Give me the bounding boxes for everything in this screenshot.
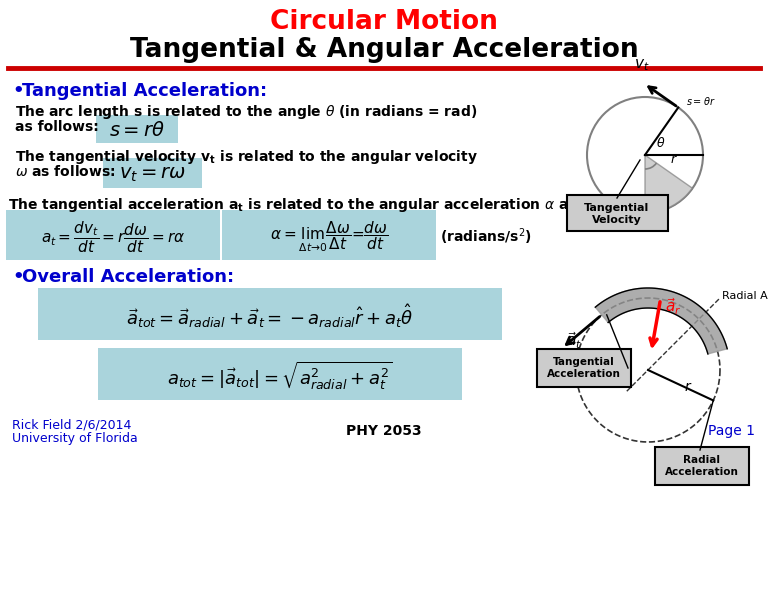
Text: Page 1: Page 1 bbox=[708, 424, 755, 438]
Text: Tangential
Acceleration: Tangential Acceleration bbox=[547, 357, 621, 379]
FancyBboxPatch shape bbox=[103, 158, 202, 188]
FancyBboxPatch shape bbox=[222, 210, 436, 260]
Text: $s = \theta r$: $s = \theta r$ bbox=[687, 95, 716, 107]
Text: The tangential acceleration a$_\mathregular{t}$ is related to the angular accele: The tangential acceleration a$_\mathregu… bbox=[8, 196, 643, 214]
FancyBboxPatch shape bbox=[98, 348, 462, 400]
Text: PHY 2053: PHY 2053 bbox=[346, 424, 422, 438]
Text: Radial
Acceleration: Radial Acceleration bbox=[665, 455, 739, 477]
Text: The arc length s is related to the angle $\theta$ (in radians = rad): The arc length s is related to the angle… bbox=[15, 103, 477, 121]
Text: Tangential
Velocity: Tangential Velocity bbox=[584, 203, 650, 225]
Text: $a_{tot} = |\vec{a}_{tot}| = \sqrt{a^2_{radial} + a^2_t}$: $a_{tot} = |\vec{a}_{tot}| = \sqrt{a^2_{… bbox=[167, 360, 393, 392]
Text: $\theta$: $\theta$ bbox=[657, 136, 666, 150]
Circle shape bbox=[587, 97, 703, 213]
Text: as follows:: as follows: bbox=[15, 120, 99, 134]
FancyBboxPatch shape bbox=[6, 210, 220, 260]
Text: $\alpha = \lim_{\Delta t \to 0}\dfrac{\Delta\omega}{\Delta t} = \dfrac{d\omega}{: $\alpha = \lim_{\Delta t \to 0}\dfrac{\D… bbox=[270, 220, 388, 254]
Text: The tangential velocity v$_\mathregular{t}$ is related to the angular velocity: The tangential velocity v$_\mathregular{… bbox=[15, 148, 478, 166]
Text: $\vec{a}_r$: $\vec{a}_r$ bbox=[664, 296, 681, 317]
Text: $s = r\theta$: $s = r\theta$ bbox=[109, 120, 165, 139]
Text: •: • bbox=[12, 268, 24, 286]
Text: Tangential Acceleration:: Tangential Acceleration: bbox=[22, 82, 267, 100]
Text: Circular Motion: Circular Motion bbox=[270, 9, 498, 35]
Text: $\vec{a}_{tot} = \vec{a}_{radial} + \vec{a}_t = -a_{radial}\hat{r} + a_t\hat{\th: $\vec{a}_{tot} = \vec{a}_{radial} + \vec… bbox=[126, 302, 414, 330]
FancyBboxPatch shape bbox=[567, 195, 668, 231]
Text: $\omega$ as follows:: $\omega$ as follows: bbox=[15, 164, 116, 179]
Text: $r$: $r$ bbox=[670, 153, 678, 166]
Text: Rick Field 2/6/2014: Rick Field 2/6/2014 bbox=[12, 418, 131, 431]
Polygon shape bbox=[595, 288, 727, 354]
Text: $v_t = r\omega$: $v_t = r\omega$ bbox=[118, 164, 185, 183]
Text: Radial Axis: Radial Axis bbox=[722, 292, 768, 301]
Text: •: • bbox=[12, 82, 24, 100]
FancyBboxPatch shape bbox=[537, 349, 631, 387]
Text: $v_t$: $v_t$ bbox=[634, 58, 650, 74]
Text: University of Florida: University of Florida bbox=[12, 432, 137, 445]
Text: $r$: $r$ bbox=[684, 380, 693, 394]
FancyBboxPatch shape bbox=[655, 447, 749, 485]
Text: Tangential & Angular Acceleration: Tangential & Angular Acceleration bbox=[130, 37, 638, 63]
Text: Overall Acceleration:: Overall Acceleration: bbox=[22, 268, 234, 286]
FancyBboxPatch shape bbox=[38, 288, 502, 340]
Text: $\vec{a}_t$: $\vec{a}_t$ bbox=[566, 330, 582, 350]
Wedge shape bbox=[645, 155, 693, 213]
Text: $a_t = \dfrac{dv_t}{dt} = r\dfrac{d\omega}{dt} = r\alpha$: $a_t = \dfrac{dv_t}{dt} = r\dfrac{d\omeg… bbox=[41, 219, 185, 255]
FancyBboxPatch shape bbox=[96, 115, 178, 143]
Text: (radians/s$^2$): (radians/s$^2$) bbox=[440, 227, 532, 247]
